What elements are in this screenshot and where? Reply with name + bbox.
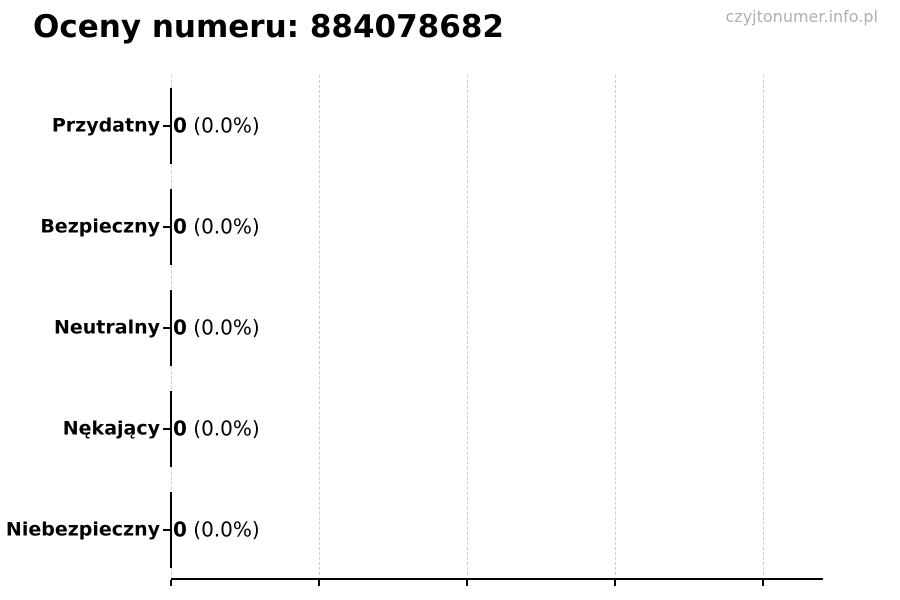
- bar: [170, 289, 172, 366]
- gridline-x1: [319, 75, 320, 580]
- bar: [170, 491, 172, 568]
- value-number: 0: [173, 113, 187, 138]
- category-label: Neutralny: [53, 316, 160, 339]
- value-number: 0: [173, 315, 187, 340]
- x-tick-4: [762, 580, 764, 586]
- gridline-x3: [615, 75, 616, 580]
- value-percent: (0.0%): [186, 517, 260, 542]
- value-percent: (0.0%): [186, 113, 260, 138]
- chart-title: Oceny numeru: 884078682: [33, 9, 504, 45]
- value-label: 0 (0.0%): [173, 416, 260, 440]
- y-tick: [163, 528, 171, 531]
- category-label: Niebezpieczny: [5, 518, 160, 541]
- x-tick-3: [614, 580, 616, 586]
- category-label: Nękający: [62, 417, 160, 440]
- y-tick: [163, 427, 171, 430]
- x-tick-1: [318, 580, 320, 586]
- value-label: 0 (0.0%): [173, 113, 260, 137]
- category-label: Bezpieczny: [40, 215, 160, 238]
- bar: [170, 87, 172, 164]
- value-percent: (0.0%): [186, 214, 260, 239]
- value-label: 0 (0.0%): [173, 214, 260, 238]
- value-number: 0: [173, 517, 187, 542]
- value-label: 0 (0.0%): [173, 315, 260, 339]
- gridline-x2: [467, 75, 468, 580]
- watermark-text: czyjtonumer.info.pl: [725, 7, 879, 26]
- value-number: 0: [173, 214, 187, 239]
- bar: [170, 188, 172, 265]
- x-axis-spine: [171, 578, 823, 580]
- x-tick-2: [466, 580, 468, 586]
- y-tick: [163, 124, 171, 127]
- value-percent: (0.0%): [186, 416, 260, 441]
- y-tick: [163, 326, 171, 329]
- bar: [170, 390, 172, 467]
- gridline-x4: [763, 75, 764, 580]
- value-label: 0 (0.0%): [173, 517, 260, 541]
- value-percent: (0.0%): [186, 315, 260, 340]
- category-label: Przydatny: [51, 114, 160, 137]
- plot-area: Przydatny 0 (0.0%) Bezpieczny 0 (0.0%) Neutr…: [6, 75, 823, 586]
- y-tick: [163, 225, 171, 228]
- x-tick-0: [170, 580, 172, 586]
- value-number: 0: [173, 416, 187, 441]
